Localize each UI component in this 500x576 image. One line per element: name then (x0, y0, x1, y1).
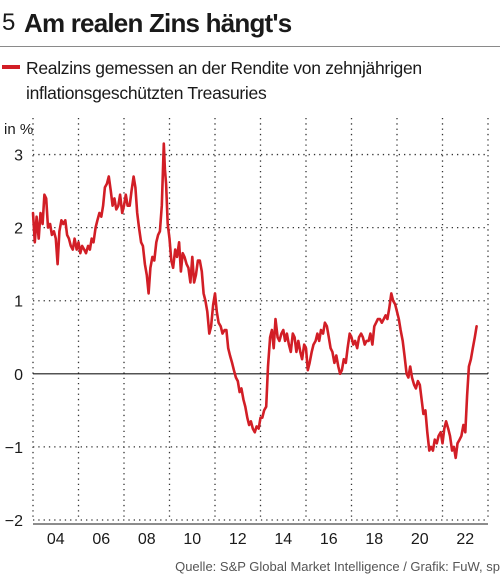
y-tick-label: 3 (14, 148, 23, 165)
chart-header: 5 Am realen Zins hängt's (0, 0, 500, 46)
y-tick-label: 1 (14, 294, 23, 311)
x-tick-label: 20 (411, 531, 429, 548)
x-tick-label: 12 (229, 531, 247, 548)
y-tick-label: −1 (5, 440, 23, 457)
x-tick-label: 22 (456, 531, 474, 548)
x-tick-label: 04 (47, 531, 65, 548)
axes (33, 373, 488, 525)
x-tick-label: 06 (92, 531, 110, 548)
x-tick-label: 18 (365, 531, 383, 548)
x-tick-label: 16 (320, 531, 338, 548)
series-group (31, 142, 478, 460)
figure-number: 5 (2, 9, 16, 36)
title-divider (0, 46, 500, 47)
chart-title: Am realen Zins hängt's (24, 8, 292, 38)
x-tick-label: 10 (183, 531, 201, 548)
x-tick-label: 08 (138, 531, 156, 548)
series-line-realzins (31, 142, 478, 460)
x-tick-label: 14 (274, 531, 292, 548)
y-axis-unit-label: in % (4, 121, 33, 138)
y-tick-label: 0 (14, 367, 23, 384)
y-tick-label: 2 (14, 221, 23, 238)
legend-swatch (2, 65, 20, 69)
source-note: Quelle: S&P Global Market Intelligence /… (175, 559, 500, 574)
grid (32, 118, 489, 521)
legend-label: Realzins gemessen an der Rendite von zeh… (26, 58, 422, 103)
y-tick-label: −2 (5, 513, 23, 530)
